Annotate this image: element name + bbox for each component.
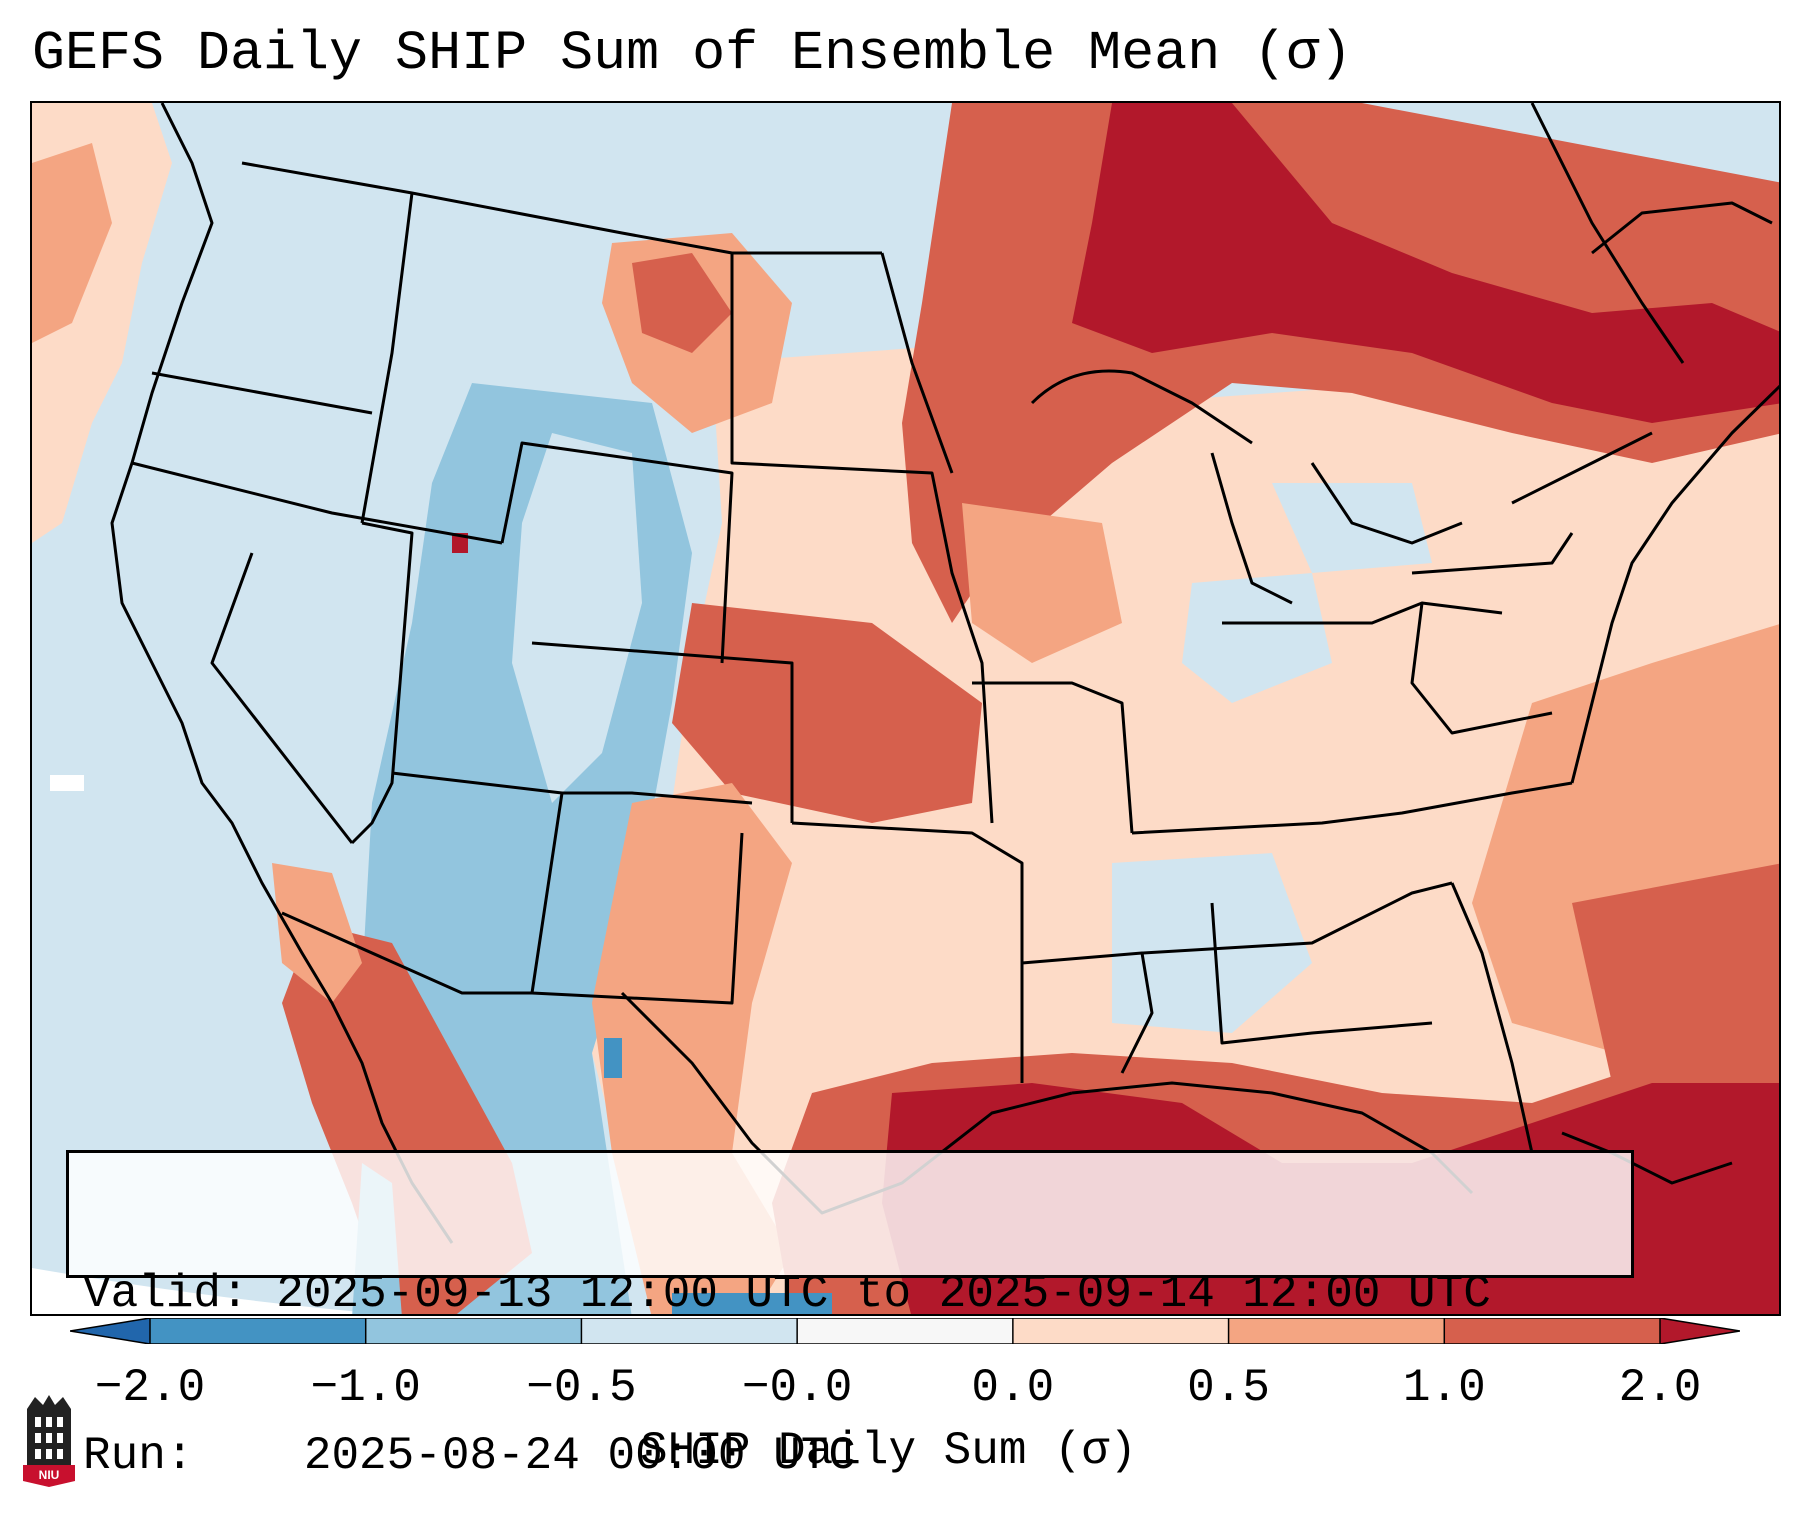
colorbar-tick-label: 2.0 bbox=[1618, 1362, 1702, 1414]
great-lakes-superior bbox=[1030, 369, 1253, 445]
us-canada-border bbox=[241, 161, 882, 255]
map-panel bbox=[30, 101, 1781, 1316]
colorbar-ticks bbox=[149, 1318, 1661, 1344]
pacific-coastline bbox=[110, 103, 454, 1244]
tn-nc-border bbox=[1131, 781, 1573, 835]
slight-negative-region bbox=[512, 433, 642, 803]
logo-banner bbox=[23, 1465, 75, 1487]
iowa-missouri bbox=[972, 681, 1134, 834]
colorbar-tick-label: −2.0 bbox=[94, 1362, 206, 1414]
id-border bbox=[360, 192, 414, 524]
ms-al-ga bbox=[1141, 881, 1453, 955]
state-boundaries bbox=[110, 103, 1779, 1244]
slight-negative-region bbox=[1272, 483, 1432, 573]
colorbar-under-arrow bbox=[70, 1318, 150, 1344]
missing-cell bbox=[50, 775, 84, 791]
cuba-outline bbox=[1561, 1131, 1733, 1185]
colorbar-tick-label: −0.5 bbox=[526, 1362, 637, 1414]
kansas-oklahoma bbox=[791, 821, 1024, 1083]
lake-ontario bbox=[1511, 431, 1653, 505]
colorbar-tick-label: 0.5 bbox=[1187, 1362, 1270, 1414]
moderate-positive-region bbox=[272, 863, 362, 1003]
colorbar-bin bbox=[150, 1318, 367, 1344]
colorbar-bin bbox=[1012, 1318, 1230, 1344]
out-of-domain-area bbox=[32, 1268, 383, 1314]
mexico-border-west bbox=[281, 911, 532, 995]
quebec-border bbox=[1530, 103, 1685, 364]
colorbar-bins bbox=[150, 1318, 1661, 1344]
moderate-positive-region bbox=[32, 143, 112, 343]
strong-positive-region bbox=[632, 253, 732, 353]
niu-logo: NIU bbox=[23, 1395, 75, 1487]
valid-run-info-box: Valid: 2025-09-13 12:00 UTC to 2025-09-1… bbox=[66, 1150, 1634, 1482]
wyoming bbox=[500, 441, 734, 664]
colorbar-bin bbox=[1444, 1318, 1661, 1344]
atlantic-coastline bbox=[1570, 384, 1779, 784]
st-lawrence bbox=[1591, 201, 1773, 255]
colorbar-tick-label: −1.0 bbox=[310, 1362, 421, 1414]
colorado bbox=[531, 641, 794, 823]
moderate-positive-region bbox=[962, 503, 1122, 663]
lake-huron-erie bbox=[1310, 462, 1463, 545]
strong-negative-cell bbox=[604, 1038, 622, 1078]
strong-positive-region bbox=[672, 603, 982, 823]
max-positive-region bbox=[1072, 103, 1779, 423]
slight-negative-region bbox=[1182, 573, 1332, 703]
nv-ut-border bbox=[350, 521, 414, 845]
max-positive-cell bbox=[452, 533, 468, 553]
ship-field-map bbox=[32, 103, 1779, 1314]
ca-nv-border bbox=[210, 552, 354, 844]
colorbar-tick-label: 0.0 bbox=[971, 1362, 1055, 1414]
colorbar-over-arrow bbox=[1660, 1318, 1740, 1344]
virginia bbox=[1410, 602, 1553, 735]
mn-border bbox=[880, 252, 954, 474]
run-value: 2025-08-24 00:00 UTC bbox=[303, 1430, 856, 1482]
strong-positive-region bbox=[1572, 863, 1779, 1083]
colorbar-bin bbox=[797, 1318, 1014, 1344]
florida-atlantic-coast bbox=[1450, 882, 1534, 1154]
pennsylvania bbox=[1411, 532, 1574, 575]
ut-az-border bbox=[391, 771, 753, 805]
logo-window-icon bbox=[35, 1417, 63, 1459]
run-label: Run: bbox=[83, 1430, 194, 1482]
or-ca-border bbox=[131, 461, 503, 545]
valid-row: Valid: 2025-09-13 12:00 UTC to 2025-09-1… bbox=[83, 1267, 1617, 1321]
dakotas-nebraska bbox=[730, 253, 994, 824]
colorbar-bin bbox=[581, 1318, 798, 1344]
wa-or-border bbox=[151, 371, 373, 415]
colorbar-label: SHIP Daily Sum (σ) bbox=[640, 1425, 1137, 1477]
arizona-newmexico bbox=[530, 792, 744, 1005]
colorbar-tick-label: −0.0 bbox=[741, 1362, 853, 1414]
valid-label: Valid: bbox=[83, 1268, 249, 1320]
colorbar-bin bbox=[365, 1318, 582, 1344]
chart-title: GEFS Daily SHIP Sum of Ensemble Mean (σ) bbox=[32, 22, 1353, 85]
valid-value: 2025-09-13 12:00 UTC to 2025-09-14 12:00… bbox=[276, 1268, 1491, 1320]
logo-text: NIU bbox=[39, 1468, 60, 1482]
colorbar-tick-label: 1.0 bbox=[1402, 1362, 1486, 1414]
lake-michigan bbox=[1210, 452, 1293, 605]
slight-negative-region bbox=[1112, 853, 1312, 1033]
arkansas-louisiana bbox=[1021, 951, 1154, 1074]
gulf-states bbox=[1210, 902, 1433, 1045]
run-row: Run: 2025-08-24 00:00 UTC bbox=[83, 1429, 1617, 1483]
colorbar bbox=[70, 1318, 1740, 1344]
strong-negative-cell bbox=[672, 1293, 832, 1314]
colorbar-bin bbox=[1228, 1318, 1445, 1344]
positive-region bbox=[592, 343, 1779, 1314]
ohio-valley bbox=[1222, 601, 1503, 625]
